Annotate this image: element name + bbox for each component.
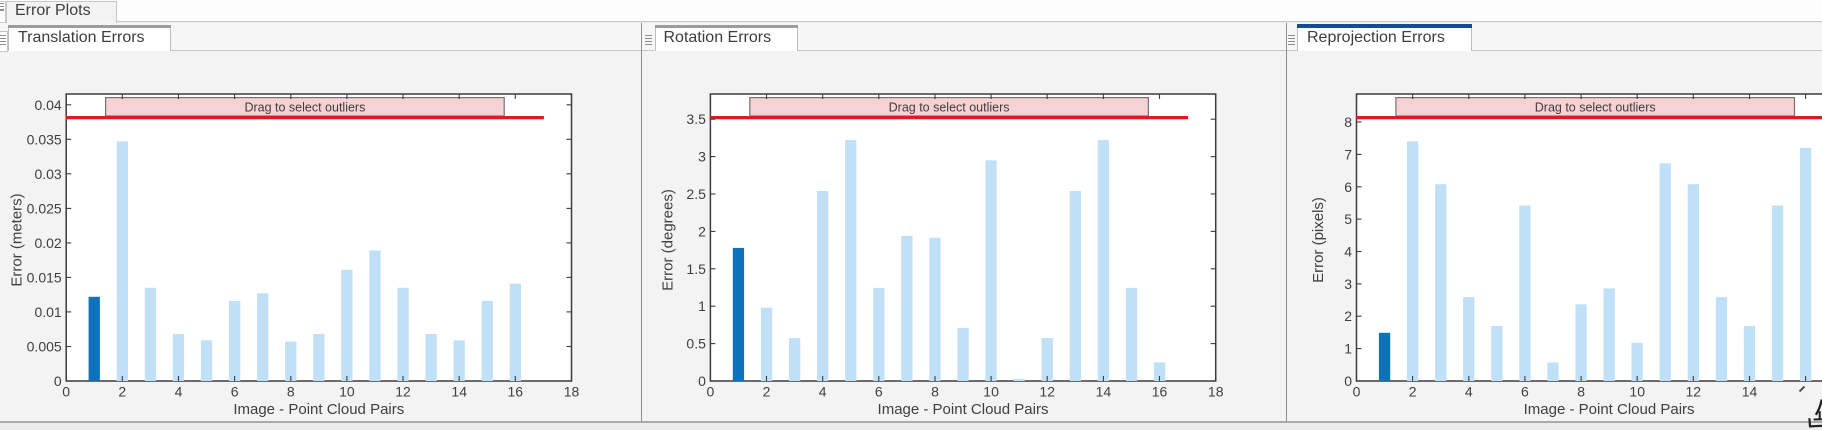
svg-text:Drag to select outliers: Drag to select outliers <box>889 101 1010 115</box>
svg-text:6: 6 <box>1344 179 1352 195</box>
svg-text:3: 3 <box>1344 276 1352 292</box>
svg-text:0: 0 <box>1344 373 1352 389</box>
svg-text:0.005: 0.005 <box>27 339 62 355</box>
svg-text:0.01: 0.01 <box>34 304 61 320</box>
svg-text:16: 16 <box>1152 384 1168 400</box>
svg-text:12: 12 <box>1039 384 1055 400</box>
svg-text:3.5: 3.5 <box>686 111 706 127</box>
svg-text:18: 18 <box>1208 384 1224 400</box>
svg-text:0.035: 0.035 <box>27 131 62 147</box>
svg-text:Image - Point Cloud Pairs: Image - Point Cloud Pairs <box>878 401 1049 418</box>
svg-text:4: 4 <box>819 384 827 400</box>
svg-text:14: 14 <box>451 384 467 400</box>
svg-text:4: 4 <box>1465 384 1473 400</box>
svg-text:0.5: 0.5 <box>686 336 706 352</box>
svg-text:6: 6 <box>231 384 239 400</box>
svg-text:8: 8 <box>931 384 939 400</box>
svg-text:1: 1 <box>698 298 706 314</box>
svg-text:16: 16 <box>508 384 524 400</box>
svg-text:2: 2 <box>763 384 771 400</box>
svg-text:0.015: 0.015 <box>27 269 62 285</box>
svg-text:4: 4 <box>1344 244 1352 260</box>
svg-text:3: 3 <box>698 149 706 165</box>
svg-text:Error (pixels): Error (pixels) <box>1310 197 1327 283</box>
svg-text:0: 0 <box>1353 384 1361 400</box>
svg-text:7: 7 <box>1344 146 1352 162</box>
svg-text:2: 2 <box>1344 308 1352 324</box>
svg-text:Drag to select outliers: Drag to select outliers <box>244 101 365 115</box>
svg-text:Image - Point Cloud Pairs: Image - Point Cloud Pairs <box>1524 401 1695 418</box>
svg-text:12: 12 <box>395 384 411 400</box>
svg-text:2.5: 2.5 <box>686 186 706 202</box>
svg-text:14: 14 <box>1096 384 1112 400</box>
svg-text:4: 4 <box>175 384 183 400</box>
svg-text:0.02: 0.02 <box>34 235 61 251</box>
svg-text:1.5: 1.5 <box>686 261 706 277</box>
svg-text:2: 2 <box>118 384 126 400</box>
svg-text:Error (meters): Error (meters) <box>9 193 26 286</box>
svg-text:0.03: 0.03 <box>34 166 61 182</box>
svg-text:8: 8 <box>287 384 295 400</box>
svg-text:Image - Point Cloud Pairs: Image - Point Cloud Pairs <box>233 401 404 418</box>
svg-text:1: 1 <box>1344 341 1352 357</box>
svg-text:2: 2 <box>698 223 706 239</box>
svg-text:10: 10 <box>983 384 999 400</box>
svg-text:0: 0 <box>54 373 62 389</box>
svg-text:12: 12 <box>1686 384 1702 400</box>
svg-text:Drag to select outliers: Drag to select outliers <box>1535 101 1656 115</box>
svg-text:0.025: 0.025 <box>27 200 62 216</box>
svg-text:6: 6 <box>875 384 883 400</box>
svg-text:8: 8 <box>1344 114 1352 130</box>
svg-text:8: 8 <box>1577 384 1585 400</box>
svg-text:Error (degrees): Error (degrees) <box>660 189 677 291</box>
svg-text:0: 0 <box>62 384 70 400</box>
svg-text:0.04: 0.04 <box>34 97 61 113</box>
svg-text:2: 2 <box>1409 384 1417 400</box>
svg-text:6: 6 <box>1521 384 1529 400</box>
svg-text:14: 14 <box>1742 384 1758 400</box>
svg-text:0: 0 <box>698 373 706 389</box>
svg-text:5: 5 <box>1344 211 1352 227</box>
svg-text:10: 10 <box>1629 384 1645 400</box>
svg-text:10: 10 <box>339 384 355 400</box>
svg-text:0: 0 <box>707 384 715 400</box>
svg-text:18: 18 <box>564 384 580 400</box>
